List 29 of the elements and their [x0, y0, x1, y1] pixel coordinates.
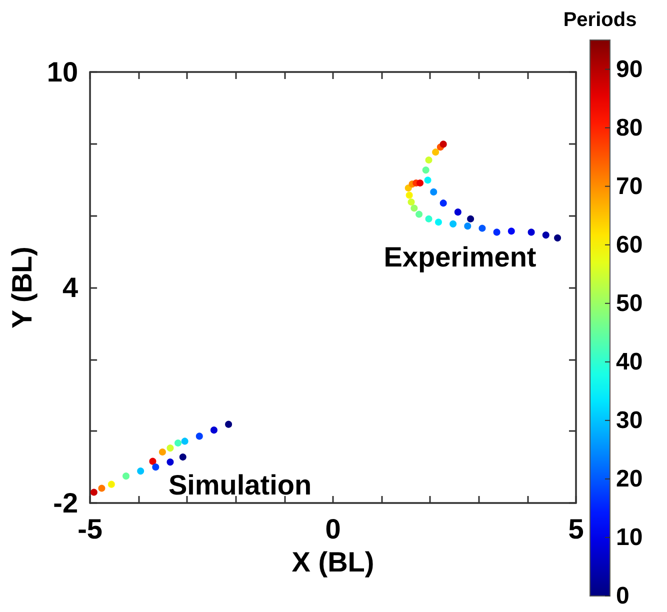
point: [174, 440, 182, 447]
color-bar-label: 80: [616, 114, 643, 142]
point: [542, 232, 550, 239]
annotation: Simulation: [168, 470, 312, 500]
point: [425, 215, 432, 222]
annotation: Experiment: [384, 242, 536, 272]
color-bar-label: 0: [616, 582, 630, 610]
color-bar-label: 30: [616, 406, 643, 434]
x-tick-label: 5: [568, 514, 584, 544]
color-bar-label: 50: [616, 290, 643, 317]
point: [158, 448, 166, 456]
color-bar-label: 70: [616, 172, 643, 200]
x-axis-title: X (BL): [292, 546, 374, 578]
color-bar-title: Periods: [563, 9, 637, 31]
point: [98, 484, 106, 492]
color-bar-label: 20: [616, 465, 643, 492]
x-tick-label: 0: [325, 514, 341, 544]
point: [478, 224, 486, 232]
y-tick-label: 10: [46, 56, 78, 88]
color-bar-label: 90: [616, 56, 643, 83]
color-bar-label: 40: [616, 348, 643, 376]
y-tick-label: 4: [62, 272, 78, 303]
point: [508, 228, 515, 235]
color-bar-label: 60: [616, 231, 643, 258]
y-axis-title: Y (BL): [6, 246, 38, 328]
color-bar-label: 10: [616, 524, 643, 551]
x-tick-label: -5: [78, 514, 102, 544]
point: [410, 204, 418, 212]
y-tick-label: -2: [53, 488, 78, 518]
